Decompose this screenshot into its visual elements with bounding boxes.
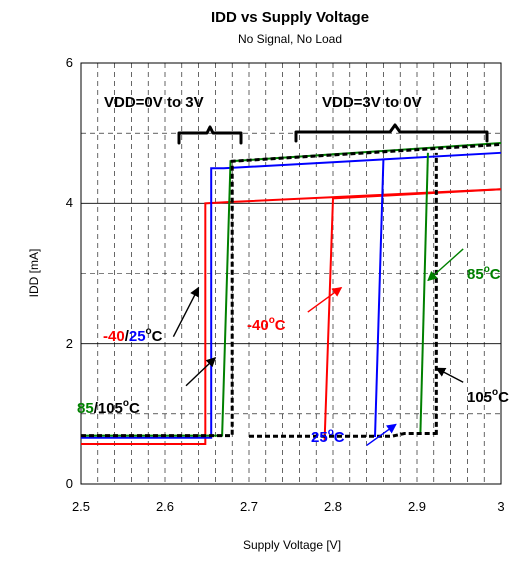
degree-sign: o <box>492 387 498 398</box>
label-m40-b: -40 <box>247 317 269 334</box>
label-m40: -40 <box>103 328 125 345</box>
x-tick-label: 3 <box>497 499 504 514</box>
degree-sign: o <box>328 427 334 438</box>
range-braces <box>177 123 489 145</box>
degree-sign: o <box>146 326 152 337</box>
annotation-arrow <box>172 286 200 337</box>
chart-subtitle: No Signal, No Load <box>238 32 342 46</box>
label-slash: / <box>94 400 99 417</box>
label-25-b: 25 <box>311 429 328 446</box>
series-line <box>419 152 429 435</box>
degree-sign: o <box>123 398 129 409</box>
x-axis-label: Supply Voltage [V] <box>243 538 341 552</box>
series-line <box>81 188 502 446</box>
x-tick-label: 2.5 <box>72 499 90 514</box>
label-105c: 105oC <box>467 387 509 406</box>
plot-frame <box>80 62 502 485</box>
series-line <box>81 151 502 439</box>
series-line <box>81 142 502 438</box>
label-slash: / <box>125 328 130 345</box>
x-tick-label: 2.7 <box>240 499 258 514</box>
label-m40c: -40oC <box>247 315 286 334</box>
label-25: 25 <box>129 328 146 345</box>
x-tick-label: 2.6 <box>156 499 174 514</box>
celsius-c: C <box>498 389 509 406</box>
annotation-arrow <box>435 367 464 383</box>
celsius-c: C <box>129 400 140 417</box>
label-105: 105 <box>98 400 123 417</box>
x-tick-label: 2.9 <box>408 499 426 514</box>
y-tick-label: 4 <box>66 195 73 210</box>
y-axis-label: IDD [mA] <box>27 249 41 298</box>
annotations: VDD=0V to 3V VDD=3V to 0V -40/25oC -40oC… <box>77 94 509 446</box>
label-85c: 85oC <box>467 264 501 283</box>
left-range-label: VDD=0V to 3V <box>104 94 204 111</box>
right-range-label: VDD=3V to 0V <box>322 94 422 111</box>
series-line <box>374 159 385 438</box>
label-25c: 25oC <box>311 427 345 446</box>
label-105-b: 105 <box>467 389 492 406</box>
y-tick-label: 2 <box>66 336 73 351</box>
celsius-c: C <box>152 328 163 345</box>
x-tick-label: 2.8 <box>324 499 342 514</box>
label-m40-25: -40/25oC <box>103 326 163 345</box>
celsius-c: C <box>490 266 501 283</box>
chart-title: IDD vs Supply Voltage <box>211 9 369 26</box>
x-axis-ticks: 2.5 2.6 2.7 2.8 2.9 3 <box>72 499 505 514</box>
celsius-c: C <box>334 429 345 446</box>
celsius-c: C <box>275 317 286 334</box>
annotation-arrow <box>307 286 343 313</box>
degree-sign: o <box>484 264 490 275</box>
arrows <box>172 248 464 446</box>
y-axis-ticks: 0 2 4 6 <box>66 55 73 491</box>
y-tick-label: 6 <box>66 55 73 70</box>
y-tick-label: 0 <box>66 476 73 491</box>
annotation-arrow <box>366 423 397 446</box>
left-range-brace <box>177 125 243 145</box>
series-group <box>81 141 502 446</box>
label-85-b: 85 <box>467 266 484 283</box>
series-line <box>323 188 502 441</box>
series-line <box>249 431 437 438</box>
degree-sign: o <box>269 315 275 326</box>
label-85: 85 <box>77 400 94 417</box>
series-line <box>81 141 502 437</box>
annotation-arrow <box>427 248 464 282</box>
grid <box>81 63 501 484</box>
right-range-brace <box>294 123 489 143</box>
annotation-arrow <box>185 357 217 387</box>
label-85-105: 85/105oC <box>77 398 140 417</box>
